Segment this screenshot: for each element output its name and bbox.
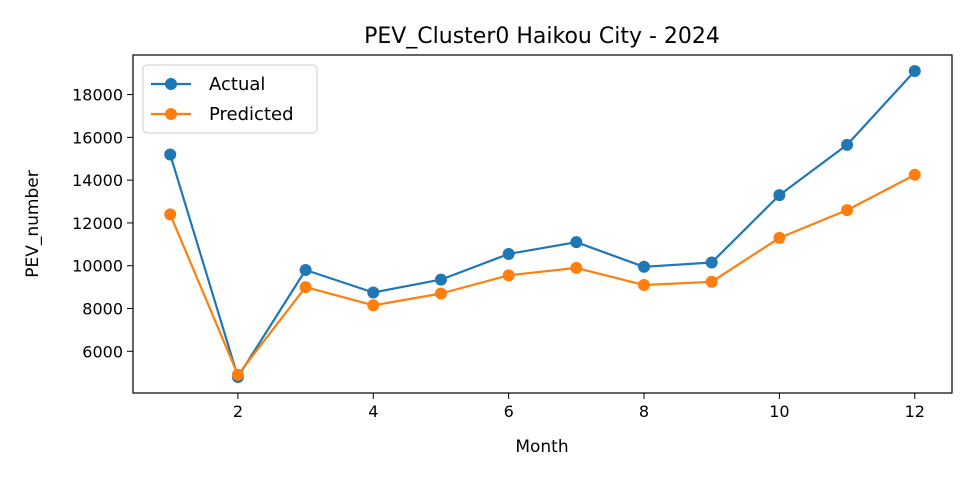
- data-point-predicted: [299, 281, 312, 294]
- data-point-predicted: [367, 299, 380, 312]
- data-point-actual: [638, 260, 651, 273]
- data-point-actual: [908, 65, 921, 78]
- plot-area: 2 4 6 8 10 12 6000 8000 10000 12000 14000 16000 1800…: [72, 54, 953, 421]
- x-tick-label: 10: [769, 402, 789, 421]
- y-tick-label: 6000: [82, 342, 123, 361]
- y-tick-label: 12000: [72, 214, 123, 233]
- x-tick-label: 12: [905, 402, 925, 421]
- y-tick-label: 16000: [72, 128, 123, 147]
- data-point-predicted: [434, 287, 447, 300]
- data-point-actual: [570, 236, 583, 249]
- data-point-predicted: [773, 231, 786, 244]
- y-axis-label: PEV_number: [23, 170, 43, 277]
- data-point-actual: [705, 256, 718, 269]
- data-point-predicted: [638, 278, 651, 291]
- series-line-actual: [169, 70, 916, 379]
- y-tick-label: 18000: [72, 86, 123, 105]
- x-tick-label: 2: [233, 402, 243, 421]
- data-point-actual: [773, 189, 786, 202]
- legend-box: [142, 64, 318, 134]
- legend-marker-actual: [165, 78, 177, 90]
- chart-title: PEV_Cluster0 Haikou City - 2024: [364, 24, 720, 49]
- y-tick-label: 14000: [72, 171, 123, 190]
- series-line-predicted: [169, 173, 916, 376]
- data-point-predicted: [908, 168, 921, 181]
- data-point-actual: [367, 286, 380, 299]
- data-point-actual: [841, 138, 854, 151]
- y-tick-label: 8000: [82, 300, 123, 319]
- plot-frame: [132, 54, 953, 394]
- legend-marker-predicted: [165, 108, 177, 120]
- x-tick-label: 6: [504, 402, 514, 421]
- data-point-predicted: [570, 261, 583, 274]
- data-point-actual: [299, 263, 312, 276]
- data-point-actual: [434, 273, 447, 286]
- data-point-actual: [164, 148, 177, 161]
- data-point-predicted: [841, 204, 854, 217]
- x-axis-label: Month: [515, 437, 568, 457]
- x-tick-label: 4: [368, 402, 378, 421]
- data-point-predicted: [502, 269, 515, 282]
- legend-label-predicted: Predicted: [209, 104, 294, 125]
- data-point-predicted: [705, 275, 718, 288]
- data-point-actual: [502, 247, 515, 260]
- legend-label-actual: Actual: [209, 74, 265, 95]
- y-tick-label: 10000: [72, 257, 123, 276]
- data-point-predicted: [231, 368, 244, 381]
- x-tick-label: 8: [639, 402, 649, 421]
- data-point-predicted: [164, 208, 177, 221]
